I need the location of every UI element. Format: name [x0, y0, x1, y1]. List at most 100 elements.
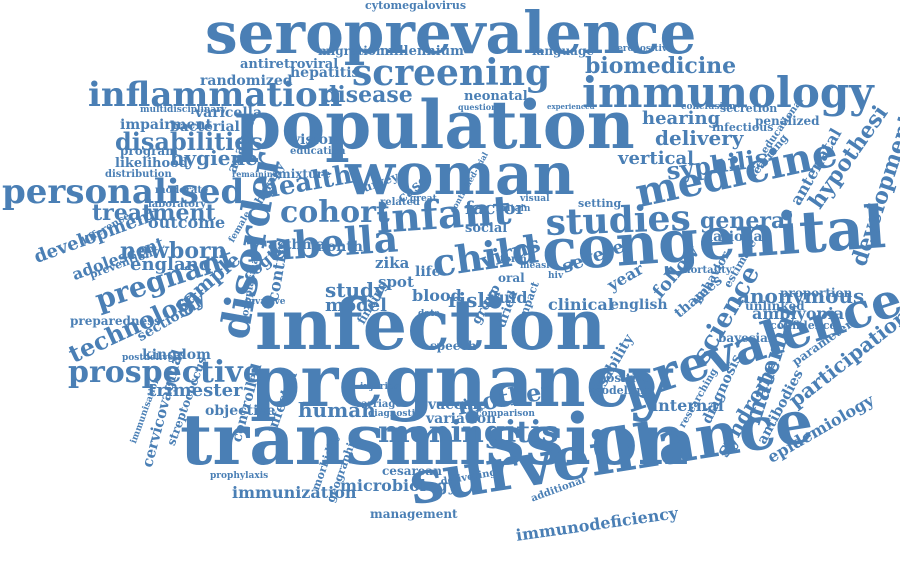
cloud-word: migration	[318, 44, 385, 58]
cloud-word: england	[130, 254, 212, 275]
cloud-word: infectious	[712, 121, 774, 134]
cloud-word: measle	[520, 261, 556, 271]
cloud-word: proportion	[780, 286, 853, 300]
cloud-word: social	[465, 221, 508, 236]
cloud-word: program	[120, 144, 178, 158]
cloud-word: biomedicine	[585, 53, 737, 79]
cloud-word: objective	[205, 403, 276, 419]
cloud-word: model	[325, 295, 387, 316]
cloud-word: prophylaxis	[210, 471, 269, 481]
cloud-word: immunology	[582, 68, 874, 117]
cloud-word: anonymous	[737, 284, 865, 308]
cloud-word: treatment	[92, 200, 216, 226]
cloud-word: varicella	[195, 105, 263, 121]
cloud-word: month	[312, 239, 363, 255]
cloud-word: invasive	[245, 297, 286, 307]
cloud-word: pregnancy	[250, 338, 672, 423]
cloud-word: amblyopia	[752, 304, 845, 323]
cloud-word: management	[370, 507, 458, 521]
cloud-word: impairment	[120, 117, 213, 133]
cloud-word: unlinked	[745, 299, 805, 313]
cloud-word: distribution	[105, 169, 172, 180]
cloud-word: britain	[496, 204, 531, 214]
cloud-word: population	[235, 86, 635, 164]
cloud-word: modelling	[590, 384, 652, 397]
cloud-word: internal	[652, 396, 724, 415]
cloud-word: neonatal	[464, 89, 528, 104]
cloud-word: laboratory	[148, 199, 207, 210]
cloud-word: great	[410, 194, 437, 204]
cloud-word: carriage	[355, 399, 402, 410]
cloud-word: mortality	[680, 265, 732, 276]
cloud-word: hygiene	[170, 146, 258, 170]
cloud-word: vision	[292, 132, 339, 148]
cloud-word: english	[610, 297, 668, 313]
cloud-word: antiretroviral	[240, 57, 339, 72]
cloud-word: asthma	[268, 237, 326, 253]
cloud-word: related	[380, 197, 420, 208]
cloud-word: human	[298, 398, 376, 422]
cloud-word: cytomegalovirus	[365, 0, 467, 12]
cloud-word: prospective	[68, 355, 262, 390]
cloud-word: general	[700, 208, 794, 234]
cloud-word: kingdom	[142, 347, 211, 363]
cloud-word: experienced	[547, 102, 595, 111]
cloud-word: hiv	[548, 271, 564, 281]
cloud-word: mixture	[278, 167, 331, 181]
cloud-word: study	[325, 278, 386, 302]
cloud-word: language	[532, 44, 594, 58]
cloud-word: seropositive	[612, 44, 673, 54]
cloud-word: likelihood	[115, 156, 188, 171]
cloud-word: bacterial	[170, 119, 240, 135]
cloud-word: inflammation	[88, 75, 343, 115]
cloud-word: vertical	[618, 148, 695, 169]
cloud-word: setting	[578, 197, 622, 210]
cloud-word: hepatitis	[290, 65, 360, 81]
cloud-word: conclusion	[681, 102, 736, 112]
cloud-word: personalised	[2, 172, 245, 212]
cloud-word: national	[703, 229, 768, 245]
cloud-word: hearing	[642, 108, 721, 129]
cloud-word: newborn	[120, 238, 227, 264]
cloud-word: speech	[430, 339, 477, 353]
cloud-word: comparison	[476, 409, 535, 419]
cloud-word: secretion	[720, 102, 778, 115]
cloud-word: preparedness	[70, 314, 161, 328]
cloud-word: clinical	[548, 295, 614, 314]
cloud-word: oral	[498, 271, 525, 285]
cloud-word: cohort	[280, 195, 390, 230]
cloud-word: meningitis	[378, 415, 559, 450]
cloud-word: randomized	[200, 73, 293, 89]
cloud-word: outcome	[148, 213, 226, 232]
cloud-word: zika	[375, 254, 410, 272]
cloud-word: diagnostic	[368, 409, 421, 419]
cloud-word: question	[458, 102, 497, 112]
cloud-word: postdelivery	[122, 353, 184, 363]
cloud-word: factor	[465, 198, 526, 219]
cloud-word: moderate	[155, 185, 209, 196]
cloud-word: delivery	[655, 126, 744, 150]
cloud-word: education	[290, 146, 346, 157]
cloud-word: life	[415, 264, 441, 280]
cloud-word: seroprevalence	[205, 0, 697, 67]
cloud-word: data	[418, 309, 441, 319]
cloud-word: immunization	[232, 483, 357, 502]
cloud-word: bayesian	[718, 331, 777, 345]
cloud-word: vaccine	[428, 397, 487, 413]
cloud-word: spot	[378, 273, 414, 291]
cloud-word: cesarean	[382, 464, 442, 478]
cloud-word: infection	[255, 283, 607, 366]
cloud-word: disabilities	[115, 127, 264, 156]
cloud-word: screening	[352, 52, 551, 94]
cloud-word: positive	[598, 371, 651, 385]
cloud-word: remaining	[232, 169, 279, 179]
cloud-word: immunodeficiency	[514, 503, 680, 545]
cloud-word: term	[500, 254, 527, 265]
cloud-word: risk	[448, 288, 492, 312]
cloud-word: woman	[345, 140, 575, 208]
cloud-word: confidence	[770, 319, 837, 332]
cloud-word: variation	[426, 411, 497, 427]
cloud-word: fluid	[487, 288, 528, 307]
cloud-word: visual	[520, 194, 550, 204]
